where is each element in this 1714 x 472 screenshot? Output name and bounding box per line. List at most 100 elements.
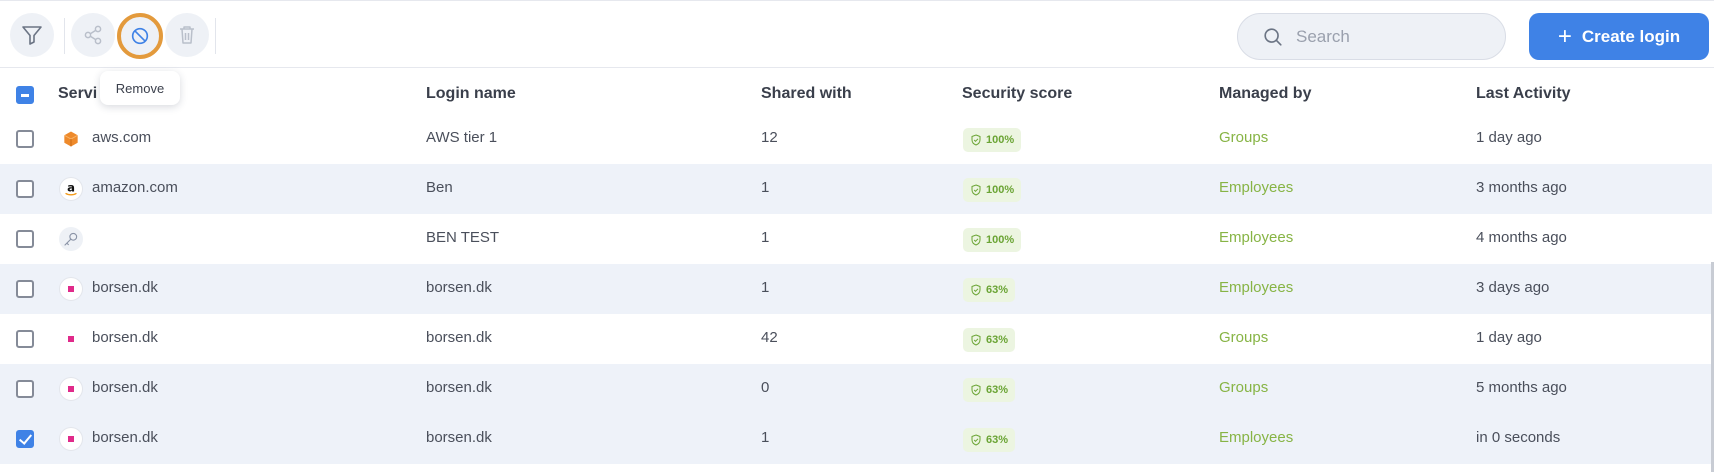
shield-check-icon: [971, 334, 981, 346]
managed-by-link[interactable]: Groups: [1219, 329, 1269, 346]
toolbar-divider: [215, 18, 216, 54]
shared-with: 1: [761, 279, 770, 296]
managed-by-link[interactable]: Employees: [1219, 179, 1294, 196]
shield-check-icon: [971, 234, 981, 246]
security-score-value: 100%: [986, 234, 1015, 246]
trash-icon: [180, 26, 194, 44]
login-name: BEN TEST: [426, 229, 500, 246]
toolbar: + Create login: [0, 0, 1714, 68]
row-checkbox[interactable]: [16, 430, 34, 448]
borsen-icon: [59, 327, 83, 351]
shared-with: 0: [761, 379, 770, 396]
row-checkbox[interactable]: [16, 230, 34, 248]
last-activity: 3 days ago: [1476, 279, 1550, 296]
table-row[interactable]: borsen.dk borsen.dk 42 63% Groups 1 day …: [0, 314, 1712, 364]
shared-with: 1: [761, 429, 770, 446]
service-name: borsen.dk: [92, 379, 158, 396]
last-activity: 1 day ago: [1476, 329, 1542, 346]
header-shared-with[interactable]: Shared with: [761, 85, 852, 102]
share-button[interactable]: [71, 13, 115, 57]
security-score-value: 100%: [986, 184, 1015, 196]
security-score-badge: 63%: [963, 428, 1016, 452]
row-checkbox[interactable]: [16, 280, 34, 298]
shield-check-icon: [971, 384, 981, 396]
last-activity: 5 months ago: [1476, 379, 1567, 396]
plus-icon: +: [1557, 22, 1572, 50]
shared-with: 1: [761, 229, 770, 246]
last-activity: 3 months ago: [1476, 179, 1567, 196]
security-score-badge: 63%: [963, 278, 1016, 302]
filter-button[interactable]: [10, 13, 54, 57]
table-row[interactable]: aws.com AWS tier 1 12 100% Groups 1 day …: [0, 114, 1712, 164]
scrollbar[interactable]: [1711, 262, 1714, 472]
header-security-score[interactable]: Security score: [962, 85, 1073, 102]
shared-with: 12: [761, 129, 778, 146]
table-row[interactable]: borsen.dk borsen.dk 1 63% Employees 3 da…: [0, 264, 1712, 314]
service-name: aws.com: [92, 129, 152, 146]
header-login-name[interactable]: Login name: [426, 85, 516, 102]
borsen-icon: [59, 427, 83, 451]
remove-tooltip: Remove: [100, 71, 180, 105]
login-name: borsen.dk: [426, 329, 492, 346]
borsen-icon: [59, 377, 83, 401]
shield-check-icon: [971, 134, 981, 146]
security-score-badge: 63%: [963, 378, 1016, 402]
security-score-value: 63%: [986, 334, 1009, 346]
login-name: AWS tier 1: [426, 129, 498, 146]
service-name: amazon.com: [92, 179, 178, 196]
managed-by-link[interactable]: Groups: [1219, 129, 1269, 146]
shared-with: 42: [761, 329, 778, 346]
security-score-value: 100%: [986, 134, 1015, 146]
last-activity: 1 day ago: [1476, 129, 1542, 146]
security-score-badge: 63%: [963, 328, 1016, 352]
table-row[interactable]: BEN TEST 1 100% Employees 4 months ago: [0, 214, 1712, 264]
remove-button[interactable]: [117, 13, 163, 59]
block-icon: [131, 27, 149, 45]
managed-by-link[interactable]: Employees: [1219, 279, 1294, 296]
search-box[interactable]: [1237, 13, 1506, 60]
managed-by-link[interactable]: Employees: [1219, 229, 1294, 246]
header-last-activity[interactable]: Last Activity: [1476, 85, 1571, 102]
table-row[interactable]: borsen.dk borsen.dk 0 63% Groups 5 month…: [0, 364, 1712, 414]
key-icon: [59, 227, 83, 251]
share-icon: [84, 25, 102, 45]
toolbar-divider: [64, 18, 65, 54]
amazon-icon: a: [59, 177, 83, 201]
filter-icon: [22, 26, 42, 45]
table-header: Servi Login name Shared with Security sc…: [0, 70, 1714, 120]
search-input[interactable]: [1296, 26, 1496, 47]
service-name: borsen.dk: [92, 279, 158, 296]
security-score-value: 63%: [986, 284, 1009, 296]
table-row[interactable]: a amazon.com Ben 1 100% Employees 3 mont…: [0, 164, 1712, 214]
shield-check-icon: [971, 184, 981, 196]
login-name: borsen.dk: [426, 279, 492, 296]
security-score-value: 63%: [986, 384, 1009, 396]
create-login-button[interactable]: + Create login: [1529, 13, 1709, 60]
select-all-checkbox[interactable]: [16, 86, 34, 104]
svg-text:a: a: [67, 181, 75, 195]
search-icon: [1264, 27, 1282, 46]
header-service[interactable]: Servi: [58, 85, 98, 102]
service-name: borsen.dk: [92, 429, 158, 446]
security-score-badge: 100%: [963, 128, 1022, 152]
borsen-icon: [59, 277, 83, 301]
last-activity: 4 months ago: [1476, 229, 1567, 246]
security-score-value: 63%: [986, 434, 1009, 446]
delete-button[interactable]: [165, 13, 209, 57]
row-checkbox[interactable]: [16, 330, 34, 348]
shared-with: 1: [761, 179, 770, 196]
managed-by-link[interactable]: Employees: [1219, 429, 1294, 446]
shield-check-icon: [971, 284, 981, 296]
security-score-badge: 100%: [963, 228, 1022, 252]
row-checkbox[interactable]: [16, 180, 34, 198]
row-checkbox[interactable]: [16, 380, 34, 398]
login-name: borsen.dk: [426, 379, 492, 396]
row-checkbox[interactable]: [16, 130, 34, 148]
last-activity: in 0 seconds: [1476, 429, 1561, 446]
managed-by-link[interactable]: Groups: [1219, 379, 1269, 396]
table-row[interactable]: borsen.dk borsen.dk 1 63% Employees in 0…: [0, 414, 1712, 464]
create-login-label: Create login: [1581, 26, 1681, 46]
header-managed-by[interactable]: Managed by: [1219, 85, 1312, 102]
login-name: borsen.dk: [426, 429, 492, 446]
security-score-badge: 100%: [963, 178, 1022, 202]
